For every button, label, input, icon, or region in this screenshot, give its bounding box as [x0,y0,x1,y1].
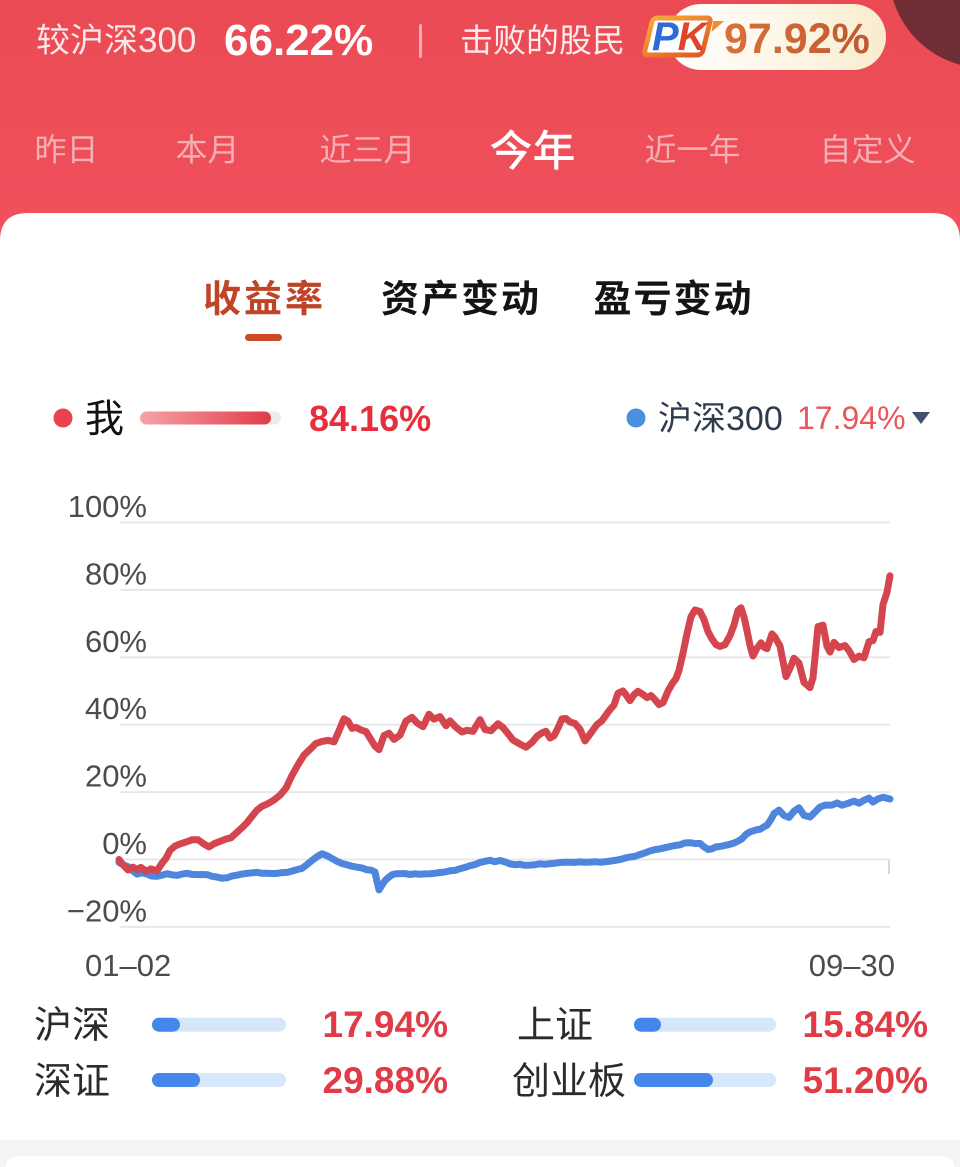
svg-text:51.20%: 51.20% [803,1060,929,1101]
svg-text:300: 300 [138,21,196,60]
svg-text:0%: 0% [102,826,147,861]
svg-text:300: 300 [726,400,783,438]
svg-text:80%: 80% [85,556,147,591]
svg-text:15.84%: 15.84% [803,1004,929,1045]
svg-text:84.16%: 84.16% [309,398,431,439]
svg-text:66.22%: 66.22% [224,16,373,65]
svg-text:40%: 40% [85,691,147,726]
svg-text:09–30: 09–30 [809,948,895,983]
svg-text:60%: 60% [85,624,147,659]
svg-text:20%: 20% [85,759,147,794]
svg-text:100%: 100% [68,489,147,524]
svg-text:97.92%: 97.92% [724,15,870,63]
svg-text:29.88%: 29.88% [323,1060,449,1101]
svg-text:−20%: −20% [67,893,147,928]
svg-text:01–02: 01–02 [85,948,171,983]
svg-text:PK: PK [652,15,710,59]
svg-text:17.94%: 17.94% [797,400,906,436]
svg-text:17.94%: 17.94% [323,1004,449,1045]
